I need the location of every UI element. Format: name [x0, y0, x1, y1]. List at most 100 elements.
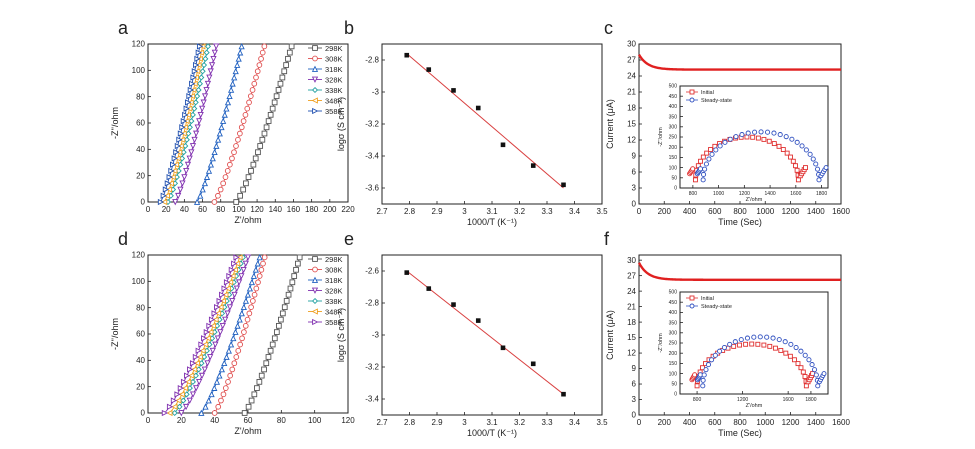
chart-panel-b: 2.7 2.8 2.9 3 3.1 3.2 3.3 3.4 3.5 -3.6 -3.4 -3.2 -3 -…	[336, 18, 608, 227]
data-point	[186, 93, 193, 100]
data-point	[276, 322, 282, 329]
y-tick-label: 300	[669, 330, 678, 336]
y-axis-label: -Z''/ohm	[658, 127, 664, 147]
data-point	[240, 266, 247, 274]
data-point	[281, 68, 288, 75]
data-point	[202, 55, 209, 62]
data-point	[221, 359, 228, 367]
data-point	[252, 266, 259, 273]
x-tick-label: 3.5	[596, 207, 608, 216]
data-point	[283, 298, 290, 304]
data-point	[475, 105, 481, 111]
y-tick-label: 20	[136, 171, 145, 180]
data-point	[217, 186, 224, 193]
data-point	[776, 143, 782, 149]
data-point	[245, 403, 252, 410]
x-tick-label: 40	[210, 416, 219, 425]
data-point	[207, 354, 214, 361]
data-point	[177, 130, 185, 137]
data-point	[751, 334, 757, 340]
y-axis-label: logσ (S cm⁻¹)	[336, 308, 346, 362]
data-point	[750, 134, 756, 140]
data-point	[214, 335, 221, 342]
x-tick-label: 1400	[765, 191, 776, 197]
data-point	[744, 335, 751, 341]
legend-label: 328K	[325, 76, 343, 85]
data-point	[186, 385, 193, 392]
data-point	[174, 142, 182, 150]
data-point	[764, 334, 770, 340]
x-tick-label: 1200	[782, 207, 800, 216]
y-axis-label: Current (μA)	[605, 99, 615, 149]
data-point	[166, 409, 173, 417]
data-point	[189, 80, 196, 87]
x-axis-label: Z'/ohm	[746, 197, 763, 203]
x-tick-label: 0	[146, 205, 151, 214]
y-tick-label: 24	[627, 72, 636, 81]
data-point	[180, 378, 188, 386]
data-point	[802, 374, 808, 379]
data-point	[193, 385, 200, 392]
data-point	[171, 409, 178, 417]
data-point	[211, 199, 218, 205]
x-tick-label: 1400	[807, 207, 825, 216]
data-point	[176, 403, 183, 410]
data-point	[199, 105, 206, 113]
data-point	[202, 403, 209, 410]
x-tick-label: 0	[637, 418, 642, 427]
data-point	[244, 105, 251, 112]
data-point	[269, 341, 276, 348]
y-tick-label: 27	[627, 271, 636, 280]
panel-label: b	[344, 18, 354, 38]
data-point	[220, 391, 227, 398]
data-point	[703, 367, 709, 373]
data-point	[211, 310, 218, 317]
data-point	[263, 360, 270, 367]
x-tick-label: 1600	[832, 418, 850, 427]
data-point	[295, 260, 301, 267]
x-tick-label: 1000	[756, 418, 774, 427]
data-point	[194, 93, 201, 100]
data-point	[190, 366, 198, 373]
data-point	[203, 173, 211, 180]
data-point	[157, 198, 165, 206]
data-point	[211, 148, 218, 156]
data-point	[700, 171, 707, 178]
data-point	[222, 385, 229, 391]
data-point	[195, 347, 202, 354]
data-point	[426, 286, 432, 291]
data-point	[795, 361, 801, 367]
y-tick-label: -3.2	[365, 363, 379, 372]
legend-label: Steady-state	[701, 304, 732, 310]
y-tick-label: -3	[372, 331, 380, 340]
x-tick-label: 2.9	[431, 207, 443, 216]
data-point	[815, 383, 821, 389]
data-point	[265, 354, 272, 360]
data-point	[727, 341, 733, 347]
data-point	[722, 139, 728, 145]
y-tick-label: 21	[627, 302, 636, 311]
data-point	[196, 80, 203, 87]
data-point	[225, 347, 232, 354]
chart-panel-f: 0 200 400 600 800 1000 1200 1400 160003691215182…	[604, 229, 850, 438]
x-tick-label: 3.5	[596, 418, 608, 427]
data-point	[231, 360, 238, 367]
data-point	[201, 93, 209, 100]
data-point	[312, 45, 318, 51]
data-point	[182, 111, 189, 118]
data-point	[783, 350, 789, 356]
data-point	[701, 372, 707, 378]
data-point	[198, 74, 205, 81]
data-point	[204, 80, 212, 88]
data-point	[213, 43, 220, 50]
data-point	[776, 337, 782, 343]
y-tick-label: 500	[669, 290, 678, 296]
data-point	[798, 348, 804, 354]
x-tick-label: 1600	[790, 191, 801, 197]
data-point	[790, 158, 796, 164]
data-point	[311, 276, 319, 283]
y-tick-label: 3	[632, 395, 637, 404]
y-tick-label: 450	[669, 300, 678, 306]
data-point	[240, 303, 247, 311]
data-point	[235, 55, 242, 62]
